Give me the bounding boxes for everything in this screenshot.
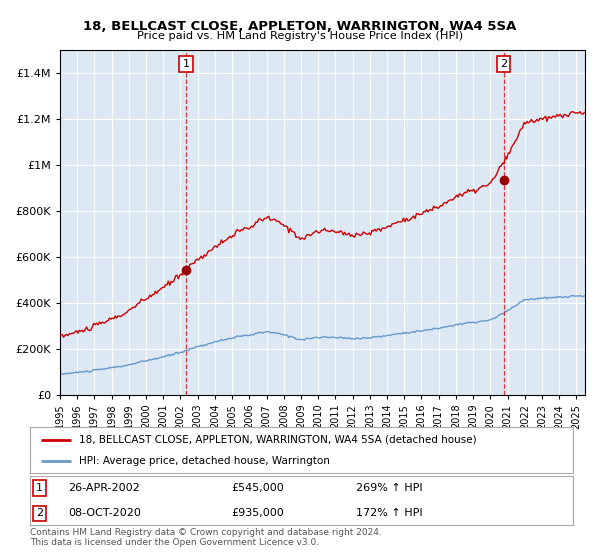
Text: 18, BELLCAST CLOSE, APPLETON, WARRINGTON, WA4 5SA: 18, BELLCAST CLOSE, APPLETON, WARRINGTON… <box>83 20 517 32</box>
Text: 2: 2 <box>36 508 43 519</box>
Text: 269% ↑ HPI: 269% ↑ HPI <box>356 483 422 493</box>
Text: £935,000: £935,000 <box>231 508 284 519</box>
Text: £545,000: £545,000 <box>231 483 284 493</box>
Text: 26-APR-2002: 26-APR-2002 <box>68 483 140 493</box>
Text: Price paid vs. HM Land Registry's House Price Index (HPI): Price paid vs. HM Land Registry's House … <box>137 31 463 41</box>
Text: 1: 1 <box>36 483 43 493</box>
Text: 172% ↑ HPI: 172% ↑ HPI <box>356 508 422 519</box>
Text: 1: 1 <box>182 59 190 69</box>
Text: Contains HM Land Registry data © Crown copyright and database right 2024.
This d: Contains HM Land Registry data © Crown c… <box>30 528 382 547</box>
Text: 08-OCT-2020: 08-OCT-2020 <box>68 508 141 519</box>
Text: 18, BELLCAST CLOSE, APPLETON, WARRINGTON, WA4 5SA (detached house): 18, BELLCAST CLOSE, APPLETON, WARRINGTON… <box>79 435 476 445</box>
Text: 2: 2 <box>500 59 507 69</box>
Text: HPI: Average price, detached house, Warrington: HPI: Average price, detached house, Warr… <box>79 456 330 466</box>
